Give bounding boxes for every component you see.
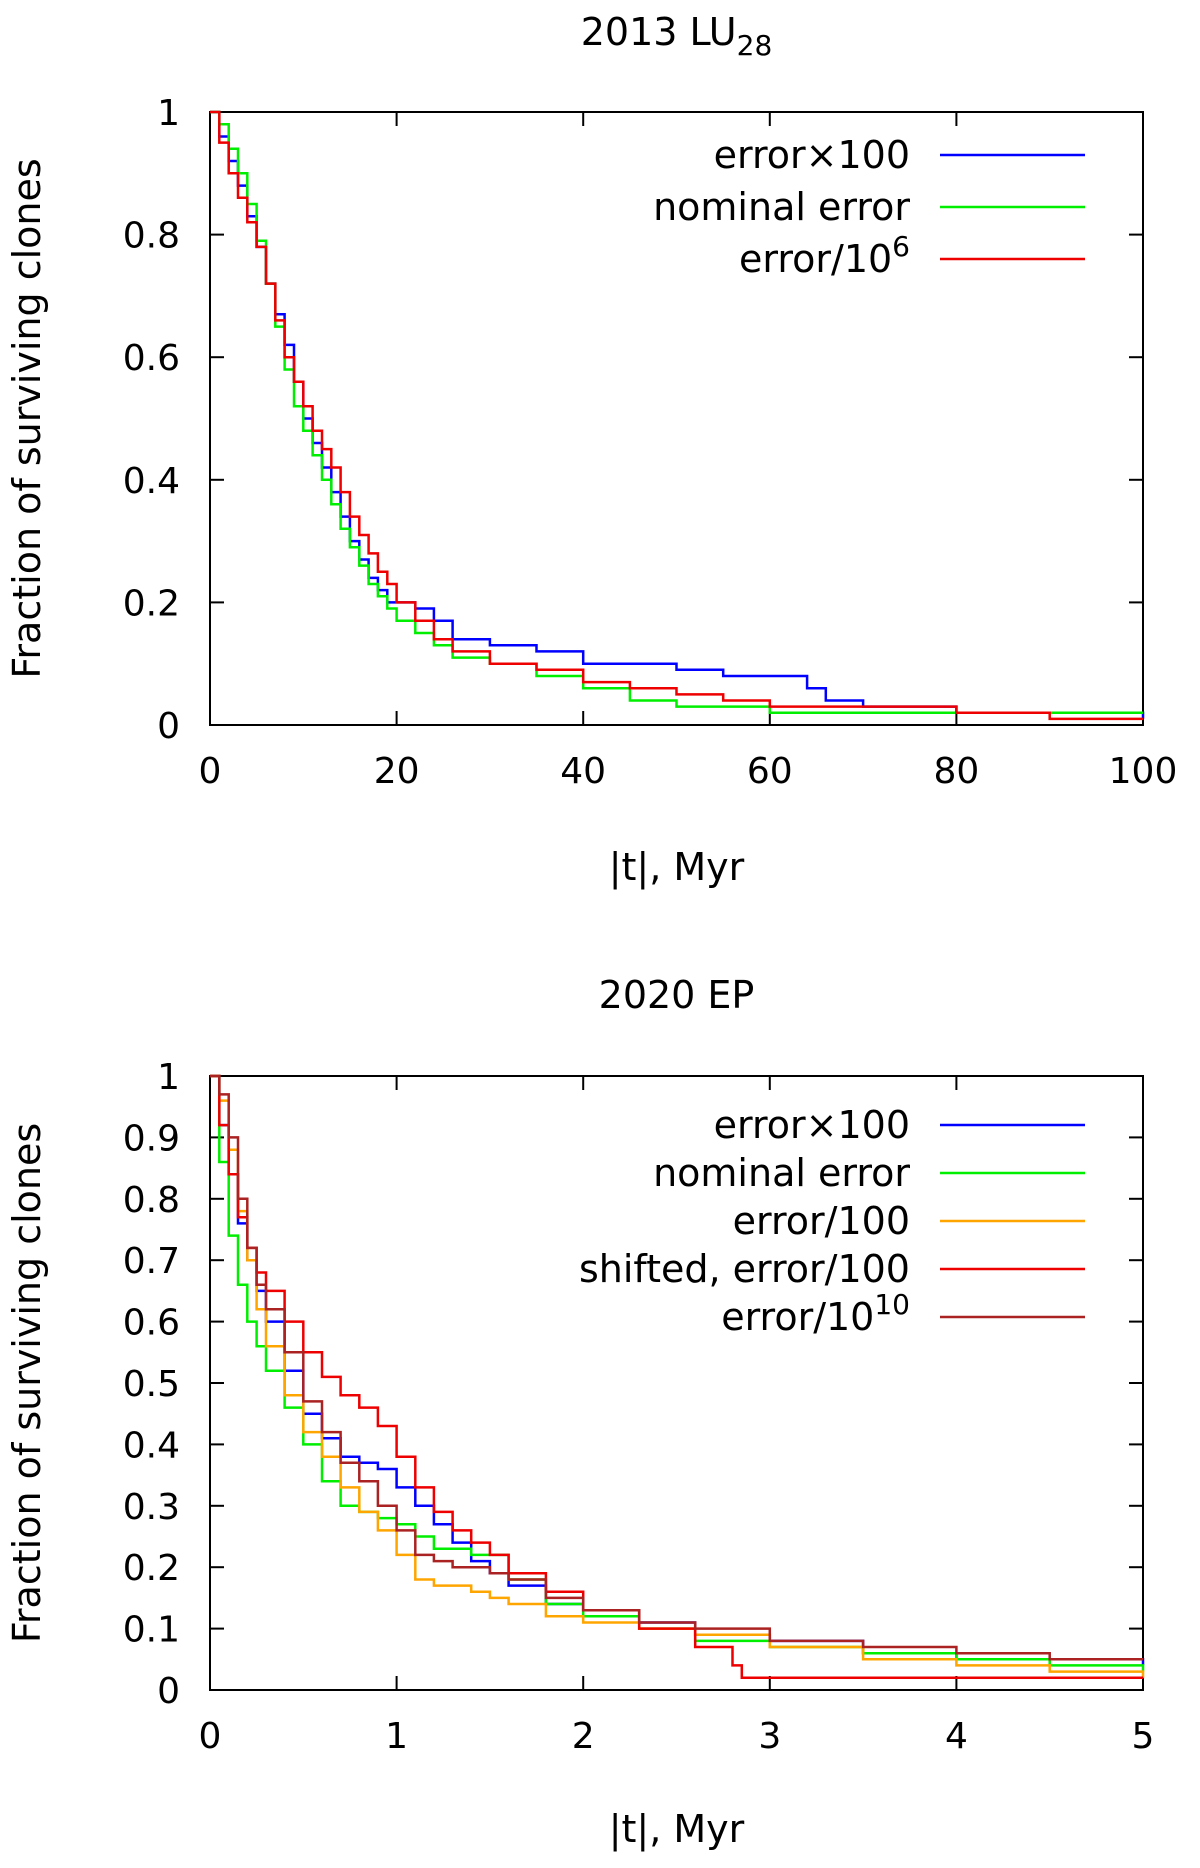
y-axis-label: Fraction of surviving clones — [5, 1123, 49, 1643]
x-tick-label: 80 — [933, 751, 979, 792]
y-tick-label: 0.6 — [123, 1303, 180, 1344]
chart-title: 2013 LU28 — [581, 10, 773, 62]
legend-label: nominal error — [653, 185, 910, 229]
y-tick-label: 0.4 — [123, 461, 180, 502]
y-tick-label: 1 — [157, 93, 180, 134]
y-tick-label: 0.8 — [123, 216, 180, 257]
chart-panel-1: 2013 LU28 0 20 40 60 80 100 0 0.2 0.4 0.6 0.8 1 |t|, … — [5, 10, 1177, 890]
legend-label: shifted, error/100 — [579, 1247, 910, 1291]
y-tick-label: 1 — [157, 1057, 180, 1098]
legend-label: error×100 — [714, 1103, 910, 1147]
x-tick-label: 60 — [747, 751, 793, 792]
x-axis-label: |t|, Myr — [609, 845, 745, 890]
y-tick-label: 0.2 — [123, 583, 180, 624]
series-line-2 — [210, 110, 1143, 714]
plot-frame — [209, 111, 1144, 726]
x-tick-label: 20 — [374, 751, 420, 792]
chart-panel-2: 2020 EP 0 1 2 3 4 5 0 0.1 0.2 0.3 0.4 0.5 0.6 0.7 0.8 0.… — [5, 973, 1154, 1852]
y-tick-label: 0.5 — [123, 1364, 180, 1405]
y-tick-label: 0.4 — [123, 1425, 180, 1466]
x-tick-label: 100 — [1109, 751, 1178, 792]
y-tick-label: 0 — [157, 1671, 180, 1712]
x-tick-label: 40 — [560, 751, 606, 792]
y-tick-label: 0.1 — [123, 1610, 180, 1651]
y-tick-label: 0 — [157, 706, 180, 747]
y-tick-label: 0.7 — [123, 1241, 180, 1282]
y-tick-label: 0.3 — [123, 1487, 180, 1528]
y-tick-label: 0.2 — [123, 1548, 180, 1589]
x-axis-label: |t|, Myr — [609, 1807, 745, 1852]
x-tick-label: 4 — [945, 1716, 968, 1757]
y-tick-label: 0.8 — [123, 1180, 180, 1221]
x-tick-label: 2 — [572, 1716, 595, 1757]
legend-label: error×100 — [714, 133, 910, 177]
legend-label: error/106 — [739, 230, 910, 281]
chart-title: 2020 EP — [599, 973, 755, 1017]
y-tick-label: 0.6 — [123, 338, 180, 379]
x-tick-label: 0 — [199, 751, 222, 792]
legend-label: error/1010 — [721, 1288, 910, 1339]
legend-label: nominal error — [653, 1151, 910, 1195]
series-line-3 — [210, 110, 1143, 721]
y-tick-label: 0.9 — [123, 1118, 180, 1159]
legend-label: error/100 — [733, 1199, 910, 1243]
x-tick-label: 0 — [199, 1716, 222, 1757]
x-tick-label: 5 — [1132, 1716, 1155, 1757]
x-tick-label: 1 — [385, 1716, 408, 1757]
x-tick-label: 3 — [758, 1716, 781, 1757]
y-axis-label: Fraction of surviving clones — [5, 158, 49, 678]
series-line-5 — [210, 1074, 1143, 1661]
